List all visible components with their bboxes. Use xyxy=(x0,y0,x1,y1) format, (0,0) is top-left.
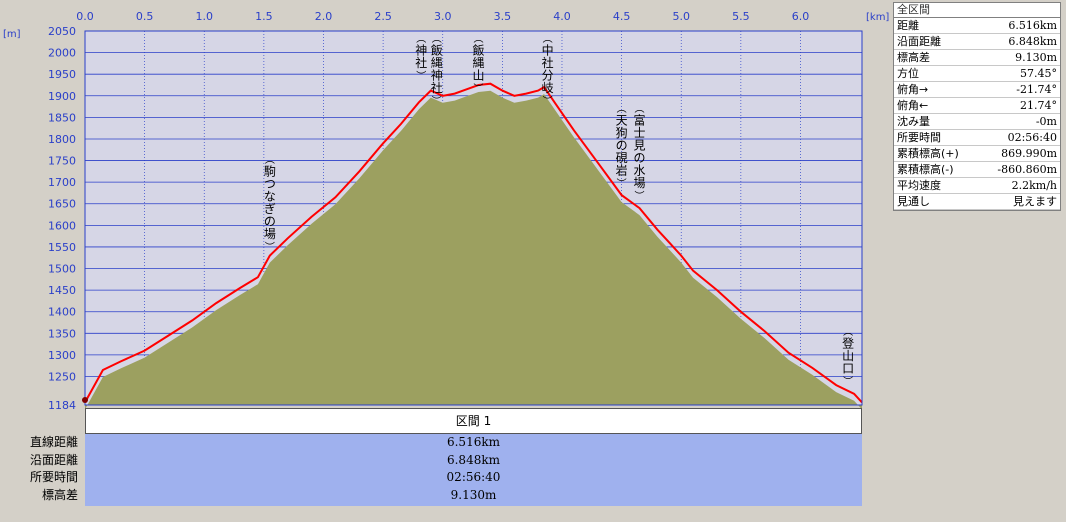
panel-row-label: 累積標高(-) xyxy=(897,163,954,176)
y-tick-label: 1900 xyxy=(48,90,76,103)
y-tick-label: 1450 xyxy=(48,284,76,297)
x-tick-label: 2.0 xyxy=(315,10,333,23)
y-unit-label: [m] xyxy=(3,29,21,40)
y-tick-label: 1500 xyxy=(48,263,76,276)
section-row-label: 所要時間 xyxy=(29,470,78,484)
elevation-chart: 0.0 0.5 1.0 1.5 2.0 2.5 3.0 3.5 4.0 4.5 5.0 5.5 6.0 … xyxy=(3,10,889,410)
panel-row-label: 所要時間 xyxy=(897,131,941,144)
annotation-label: ︵登山口︶ xyxy=(842,327,854,388)
y-tick-label: 1650 xyxy=(48,198,76,211)
x-tick-label: 0.5 xyxy=(136,10,154,23)
panel-row-value: 6.516km xyxy=(1008,19,1057,32)
summary-panel: 全区間 距離 6.516km 沿面距離 6.848km 標高差 9.130m 方位 57.45… xyxy=(893,2,1061,211)
section-row-value: 9.130m xyxy=(450,487,497,502)
y-tick-label: 1350 xyxy=(48,327,76,340)
panel-row: 方位 57.45° xyxy=(894,66,1060,82)
panel-title: 全区間 xyxy=(894,3,1060,18)
panel-row: 標高差 9.130m xyxy=(894,50,1060,66)
section-row-labels: 直線距離沿面距離所要時間標高差 xyxy=(0,434,78,504)
panel-row-value: 21.74° xyxy=(1020,99,1057,112)
panel-row-label: 俯角→ xyxy=(897,83,929,96)
annotation-label: ︵中社分岐︶ xyxy=(542,34,554,108)
x-tick-label: 1.5 xyxy=(255,10,273,23)
x-tick-label: 5.5 xyxy=(732,10,750,23)
annotation-label: ︵飯縄神社︶ xyxy=(431,34,443,108)
section-row-label: 沿面距離 xyxy=(29,452,78,467)
panel-row: 見通し 見えます xyxy=(894,194,1060,210)
panel-row-value: 6.848km xyxy=(1008,35,1057,48)
panel-row: 所要時間 02:56:40 xyxy=(894,130,1060,146)
panel-row: 距離 6.516km xyxy=(894,18,1060,34)
panel-row-value: -860.860m xyxy=(997,163,1057,176)
y-tick-label: 1800 xyxy=(48,133,76,146)
panel-row-value: 02:56:40 xyxy=(1007,131,1057,144)
start-marker xyxy=(82,397,88,403)
annotation-label: ︵神社︶ xyxy=(415,34,427,83)
section-values: 6.516km 6.848km 02:56:40 9.130m xyxy=(85,434,862,506)
x-tick-label: 4.0 xyxy=(553,10,571,23)
x-tick-label: 6.0 xyxy=(792,10,810,23)
annotation-label: ︵飯縄山︶ xyxy=(473,34,485,95)
y-tick-label: 1850 xyxy=(48,111,76,124)
x-tick-label: 4.5 xyxy=(613,10,631,23)
x-tick-label: 3.0 xyxy=(434,10,452,23)
terrain-area xyxy=(85,90,862,410)
y-tick-label: 1300 xyxy=(48,349,76,362)
elevation-line xyxy=(84,82,863,404)
panel-row-label: 方位 xyxy=(897,67,919,80)
panel-row-label: 累積標高(+) xyxy=(897,147,959,160)
panel-row: 沿面距離 6.848km xyxy=(894,34,1060,50)
section-row-value: 6.848km xyxy=(446,452,500,467)
panel-row-label: 見通し xyxy=(897,195,930,208)
panel-row-value: 9.130m xyxy=(1015,51,1057,64)
y-tick-label: 1700 xyxy=(48,176,76,189)
panel-row-label: 沈み量 xyxy=(897,115,930,128)
panel-row-label: 平均速度 xyxy=(897,179,941,192)
panel-row-value: -21.74° xyxy=(1016,83,1057,96)
x-tick-label: 1.0 xyxy=(195,10,213,23)
y-tick-label: 1600 xyxy=(48,219,76,232)
y-tick-label: 1250 xyxy=(48,370,76,383)
y-tick-label: 2000 xyxy=(48,47,76,60)
plot-border xyxy=(84,30,863,406)
x-unit-label: [km] xyxy=(866,12,889,23)
x-tick-label: 2.5 xyxy=(374,10,392,23)
x-tick-label: 5.0 xyxy=(672,10,690,23)
panel-row-value: 見えます xyxy=(1013,195,1057,208)
section-row-label: 標高差 xyxy=(41,487,78,502)
panel-row: 累積標高(-) -860.860m xyxy=(894,162,1060,178)
panel-row-value: 57.45° xyxy=(1020,67,1057,80)
section-header[interactable]: 区間 1 xyxy=(85,408,862,434)
y-tick-label: 1750 xyxy=(48,155,76,168)
x-tick-label: 3.5 xyxy=(494,10,512,23)
y-tick-label: 1184 xyxy=(48,399,76,410)
panel-row: 累積標高(+) 869.990m xyxy=(894,146,1060,162)
panel-row: 俯角→ -21.74° xyxy=(894,82,1060,98)
panel-row-value: 2.2km/h xyxy=(1011,179,1057,192)
section-row-label: 直線距離 xyxy=(29,435,78,449)
y-tick-label: 2050 xyxy=(48,25,76,38)
x-tick-label: 0.0 xyxy=(76,10,94,23)
x-tick-labels: 0.0 0.5 1.0 1.5 2.0 2.5 3.0 3.5 4.0 4.5 5.0 5.5 6.0 xyxy=(76,10,809,23)
annotation-label: ︵富士見の水場︶ xyxy=(633,104,645,203)
section-row-value: 02:56:40 xyxy=(446,470,501,484)
y-tick-labels: 2050 2000 1950 1900 1850 1800 1750 1700 1650 1600… xyxy=(48,25,76,410)
y-tick-label: 1400 xyxy=(48,306,76,319)
annotations: ︵駒つなぎの場︶ ︵神社︶ ︵飯縄神社︶ ︵飯縄山︶ ︵中社分岐︶ ︵天狗の硯岩︶ ︵富士見… xyxy=(264,34,854,388)
panel-row-value: 869.990m xyxy=(1001,147,1057,160)
panel-row-label: 俯角← xyxy=(897,99,929,112)
panel-row: 沈み量 -0m xyxy=(894,114,1060,130)
panel-row-value: -0m xyxy=(1035,115,1057,128)
panel-row: 平均速度 2.2km/h xyxy=(894,178,1060,194)
annotation-label: ︵駒つなぎの場︶ xyxy=(264,155,276,254)
panel-row-label: 沿面距離 xyxy=(897,35,941,48)
section-row-value: 6.516km xyxy=(446,435,500,449)
panel-row: 俯角← 21.74° xyxy=(894,98,1060,114)
annotation-label: ︵天狗の硯岩︶ xyxy=(616,104,628,190)
panel-row-label: 標高差 xyxy=(897,51,930,64)
y-tick-label: 1950 xyxy=(48,68,76,81)
y-tick-label: 1550 xyxy=(48,241,76,254)
panel-row-label: 距離 xyxy=(897,19,919,32)
